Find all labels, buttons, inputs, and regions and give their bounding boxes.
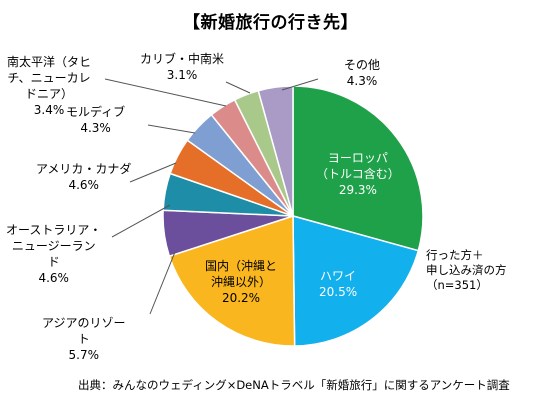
leader-line-caribbean [225, 81, 251, 94]
leader-line-other [281, 78, 319, 91]
slice-value: 3.1% [166, 68, 198, 82]
slice-label-americas: アメリカ・カナダ 4.6% [36, 161, 131, 193]
slice-label-asia: アジアのリゾート 5.7% [42, 315, 126, 363]
slice-label-text: ヨーロッパ [327, 151, 388, 165]
slice-value: 3.4% [33, 103, 65, 117]
source-note: 出典：みんなのウェディング×DeNAトラベル「新婚旅行」に関するアンケート調査 [78, 378, 510, 392]
slice-value: 4.3% [80, 121, 111, 135]
slice-value: 5.7% [68, 348, 100, 362]
slice-label-text: 沖縄以外） [211, 275, 272, 289]
pie-slice-other [257, 85, 294, 217]
slice-label-text: ドニア） [25, 87, 74, 101]
leader-line-americas [129, 162, 177, 183]
slice-label-text: カリブ・中南米 [140, 52, 225, 66]
slice-value: 4.3% [346, 74, 378, 88]
slice-value: 29.3% [338, 183, 377, 197]
slice-label-maldives: モルディブ 4.3% [66, 104, 125, 136]
slice-label-text: アジアのリゾー [42, 316, 126, 330]
slice-label-text: ド [47, 255, 60, 269]
slice-label-text: 南太平洋（タヒ [7, 55, 92, 69]
slice-label-text: その他 [344, 58, 381, 72]
slice-label-text: （トルコ含む） [316, 167, 400, 181]
sample-note-line: （n=351） [426, 278, 488, 292]
slice-label-text: モルディブ [66, 105, 126, 119]
slice-label-caribbean: カリブ・中南米 3.1% [140, 51, 224, 83]
slice-label-text: ト [77, 332, 90, 346]
leader-line-pacific [104, 78, 227, 107]
slice-label-text: ハワイ [320, 269, 357, 283]
sample-note-line: 申し込み済の方 [426, 263, 507, 277]
slice-label-text: オーストラリア・ [6, 223, 102, 237]
chart-title: 【新婚旅行の行き先】 [183, 13, 358, 33]
slice-label-text: 国内（沖縄と [205, 259, 278, 273]
slice-label-text: アメリカ・カナダ [36, 162, 132, 176]
slice-label-oceania: オーストラリア・ ニュージーランド 4.6% [6, 222, 101, 286]
slice-value: 4.6% [38, 271, 69, 285]
pie-slice-domestic [168, 214, 296, 347]
sample-note-line: 行った方＋ [426, 248, 484, 262]
leader-line-maldives [147, 124, 196, 134]
slice-label-hawaii: ハワイ 20.5% [319, 268, 357, 300]
slice-label-domestic: 国内（沖縄と 沖縄以外） 20.2% [205, 258, 277, 306]
slice-label-text: ニュージーラン [11, 239, 96, 253]
slice-label-europe: ヨーロッパ （トルコ含む） 29.3% [316, 150, 400, 198]
slice-label-pacific: 南太平洋（タヒ チ、ニューカレ ドニア） 3.4% [7, 54, 91, 118]
slice-label-other: その他 4.3% [344, 57, 380, 89]
slice-value: 20.2% [221, 291, 261, 305]
sample-note: 行った方＋ 申し込み済の方 （n=351） [426, 248, 507, 293]
slice-label-text: チ、ニューカレ [7, 71, 91, 85]
leader-line-asia [149, 251, 176, 315]
pie-slice-hawaii [292, 215, 420, 347]
pie-slice-europe [292, 85, 424, 252]
slice-value: 20.5% [319, 285, 358, 299]
leader-line-oceania [111, 204, 171, 238]
slice-value: 4.6% [68, 178, 99, 192]
